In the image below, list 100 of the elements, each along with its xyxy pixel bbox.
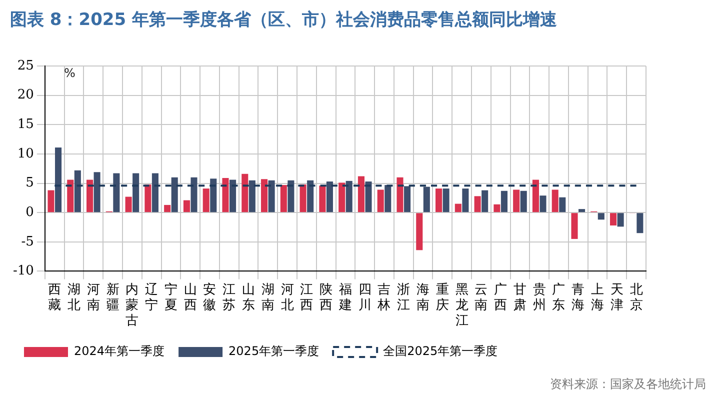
bar xyxy=(454,204,462,212)
x-tick-label: 陕西 xyxy=(320,282,333,313)
bar xyxy=(261,179,268,212)
bar xyxy=(74,170,81,212)
x-tick-label: 内蒙古 xyxy=(126,282,139,329)
bar xyxy=(384,185,392,212)
bar xyxy=(346,180,352,212)
x-tick-label: 青海 xyxy=(572,282,585,313)
bar xyxy=(598,213,604,220)
x-tick-label: 西藏 xyxy=(48,282,62,313)
bar xyxy=(307,180,314,212)
bar xyxy=(520,190,527,212)
x-tick-label: 吉林 xyxy=(376,282,391,313)
bar xyxy=(358,176,364,212)
x-tick-label: 江苏 xyxy=(222,282,236,313)
bar xyxy=(288,180,294,212)
x-tick-label: 天津 xyxy=(610,282,624,313)
bar xyxy=(474,196,481,212)
x-tick-label: 山西 xyxy=(184,282,197,313)
x-tick-label: 云南 xyxy=(474,282,488,313)
bar xyxy=(183,200,190,212)
y-tick-label: 10 xyxy=(17,146,34,162)
y-tick-label: 15 xyxy=(17,117,34,132)
bar xyxy=(559,197,566,212)
x-tick-label: 贵州 xyxy=(532,282,546,313)
x-tick-label: 湖南 xyxy=(261,282,274,313)
bar xyxy=(396,177,404,212)
bar xyxy=(423,186,430,212)
y-tick-label: 25 xyxy=(17,58,34,74)
x-tick-label: 江西 xyxy=(300,282,314,313)
bar xyxy=(48,190,54,212)
bar xyxy=(171,177,178,212)
bar xyxy=(94,172,100,212)
bar xyxy=(578,209,586,212)
bar xyxy=(404,186,411,212)
bar xyxy=(86,180,94,212)
x-tick-label: 河南 xyxy=(86,282,100,313)
bar xyxy=(190,177,198,212)
x-tick-label: 湖北 xyxy=(68,282,81,313)
bar xyxy=(268,180,275,212)
text: 资料来源：国家及各地统计局 xyxy=(550,376,706,393)
legend-label: 全国2025年第一季度 xyxy=(383,344,498,358)
bar xyxy=(416,213,423,250)
bar xyxy=(377,190,384,212)
x-tick-label: 广东 xyxy=(552,282,566,313)
y-tick-label: 20 xyxy=(17,88,34,103)
bar xyxy=(132,173,140,212)
bar xyxy=(202,188,210,212)
x-tick-label: 上海 xyxy=(591,282,604,313)
bar xyxy=(338,182,346,212)
x-tick-label: 浙江 xyxy=(397,282,410,313)
bar xyxy=(442,188,450,212)
bar xyxy=(113,173,120,212)
bar xyxy=(532,180,539,212)
bar xyxy=(248,180,256,212)
x-tick-label: 山东 xyxy=(242,282,256,313)
x-tick-label: 河北 xyxy=(280,282,294,313)
bar xyxy=(636,213,644,234)
x-tick-label: 新疆 xyxy=(106,282,120,313)
bar xyxy=(242,174,248,212)
bar xyxy=(54,147,62,212)
bar xyxy=(229,180,236,212)
bar xyxy=(540,196,546,212)
x-tick-label: 宁夏 xyxy=(164,281,178,313)
y-tick-label: 0 xyxy=(26,204,34,220)
bar xyxy=(164,204,171,212)
chart-title: 图表 8：2025 年第一季度各省（区、市）社会消费品零售总额同比增速 xyxy=(10,9,557,31)
legend-label: 2024年第一季度 xyxy=(74,344,165,358)
bar xyxy=(617,213,624,227)
bar xyxy=(552,190,558,212)
x-tick-label: 甘肃 xyxy=(513,282,526,313)
x-tick-label: 海南 xyxy=(416,282,430,313)
y-tick-label: -5 xyxy=(21,234,34,250)
y-axis-title: % xyxy=(64,66,76,80)
bar xyxy=(571,213,578,239)
y-tick-label: 5 xyxy=(26,176,34,191)
legend-label: 2025年第一季度 xyxy=(228,344,320,358)
x-tick-label: 福建 xyxy=(338,282,352,313)
bar xyxy=(67,180,74,212)
bar xyxy=(494,204,500,212)
bar xyxy=(210,178,217,212)
bar xyxy=(482,190,488,212)
bar xyxy=(222,178,229,212)
bar xyxy=(280,185,287,212)
x-tick-label: 安徽 xyxy=(203,281,216,313)
bar xyxy=(152,173,158,212)
x-tick-label: 广西 xyxy=(494,282,508,313)
bar xyxy=(326,182,333,212)
bar xyxy=(610,213,617,226)
bar xyxy=(365,182,372,212)
x-tick-label: 黑龙江 xyxy=(455,282,468,329)
x-tick-label: 北京 xyxy=(630,282,643,313)
bar xyxy=(500,190,508,212)
bar xyxy=(319,186,326,212)
x-tick-label: 辽宁 xyxy=(145,282,158,313)
x-tick-label: 重庆 xyxy=(436,282,449,313)
bar xyxy=(513,190,520,212)
bar xyxy=(125,196,132,212)
bar xyxy=(436,188,442,212)
x-tick-label: 四川 xyxy=(358,282,372,313)
